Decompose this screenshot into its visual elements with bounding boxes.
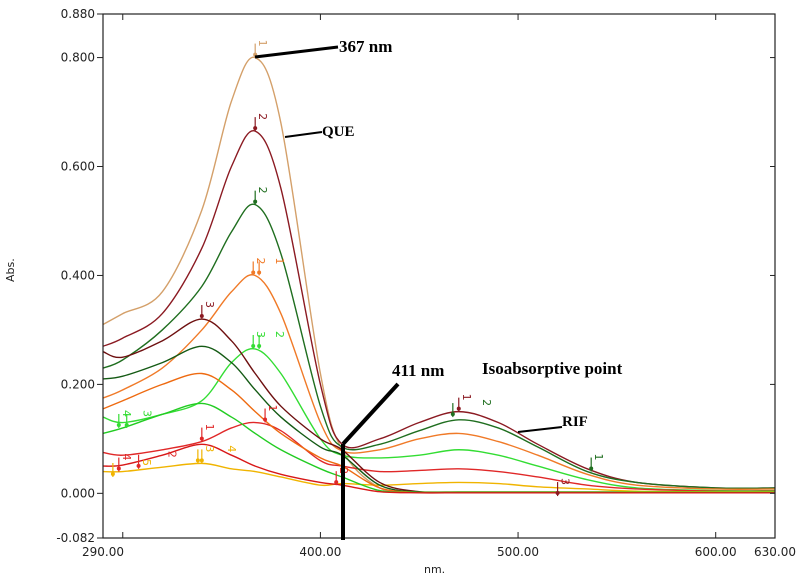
peak-marker-dot (110, 471, 115, 476)
peak-marker-dot (257, 270, 262, 275)
peak-marker-dot (251, 343, 256, 348)
series-line-3 (102, 274, 776, 490)
peak-marker-dot (257, 343, 262, 348)
annotation-isoabsorptive-point: Isoabsorptive point (482, 359, 623, 378)
y-tick-label: 0.200 (61, 377, 95, 391)
peak-marker-label: 3 (254, 331, 267, 338)
peak-markers: 1222132313445243212311 (110, 40, 605, 497)
peak-leader-line (254, 45, 339, 59)
series-line-9 (102, 372, 775, 494)
peak-marker-dot (116, 466, 121, 471)
peak-marker-dot (199, 458, 204, 463)
peak-marker-label: 2 (254, 257, 267, 264)
axes: 0.880 0.800 0.600 0.400 0.200 0.000 -0.082290.… (56, 7, 796, 559)
plot-frame (102, 13, 776, 539)
series-line-2 (102, 203, 776, 489)
x-tick-label: 290.00 (82, 545, 124, 559)
peak-marker-dot (136, 463, 141, 468)
peak-marker-label: 1 (460, 394, 473, 401)
y-axis-label: Abs. (4, 258, 17, 282)
peak-marker-label: 1 (256, 40, 269, 47)
peak-marker-label: 2 (256, 187, 269, 194)
peak-marker-label: 2 (166, 451, 179, 458)
peak-marker-label: 1 (266, 405, 279, 412)
peak-marker-label: 2 (480, 399, 493, 406)
annotation-411nm: 411 nm (392, 361, 444, 380)
peak-marker-label: 3 (203, 301, 216, 308)
annotation-que: QUE (322, 124, 355, 140)
peak-marker-label: 2 (273, 331, 286, 338)
peak-marker-label: 5 (140, 459, 153, 466)
peak-marker-dot (251, 270, 256, 275)
series-line-4 (102, 348, 776, 492)
annotation-367nm: 367 nm (339, 37, 392, 56)
peak-marker-label: 3 (559, 478, 572, 485)
y-tick-label: 0.400 (61, 268, 95, 282)
peak-marker-dot (555, 491, 560, 496)
x-tick-label: 500.00 (497, 545, 539, 559)
y-tick-label: 0.600 (61, 160, 95, 174)
peak-marker-dot (263, 417, 268, 422)
peak-marker-label: 3 (141, 410, 154, 417)
peak-marker-dot (195, 458, 200, 463)
series-line-5 (102, 421, 776, 493)
peak-marker-dot (450, 412, 455, 417)
series-lines (102, 56, 776, 494)
peak-marker-label: 4 (225, 445, 238, 452)
que-leader-line (284, 131, 323, 138)
series-line-7 (102, 318, 775, 494)
y-tick-label: 0.800 (61, 51, 95, 65)
peak-marker-label: 4 (120, 454, 133, 461)
series-line-11 (102, 443, 775, 494)
peak-marker-label: 4 (120, 410, 133, 417)
peak-marker-dot (124, 422, 129, 427)
peak-marker-dot (456, 406, 461, 411)
x-axis-label: nm. (424, 563, 445, 576)
iso-leader-line (341, 382, 400, 446)
peak-marker-dot (199, 436, 204, 441)
annotation-rif: RIF (562, 414, 588, 430)
y-tick-label: -0.082 (56, 531, 95, 545)
x-tick-label: 400.00 (299, 545, 341, 559)
peak-marker-dot (334, 480, 339, 485)
peak-marker-dot (253, 126, 258, 131)
peak-marker-label: 1 (592, 454, 605, 461)
peak-marker-label: 1 (273, 257, 286, 264)
y-tick-label: 0.880 (61, 7, 95, 21)
x-tick-label: 600.00 (695, 545, 737, 559)
peak-marker-label: 2 (256, 113, 269, 120)
peak-marker-dot (253, 199, 258, 204)
rif-leader-line (517, 426, 563, 433)
x-tick-label: 630.00 (754, 545, 796, 559)
peak-marker-dot (589, 466, 594, 471)
y-tick-label: 0.000 (61, 486, 95, 500)
peak-marker-dot (116, 422, 121, 427)
peak-marker-dot (199, 314, 204, 319)
peak-marker-label: 3 (203, 445, 216, 452)
peak-marker-label: 1 (203, 424, 216, 431)
